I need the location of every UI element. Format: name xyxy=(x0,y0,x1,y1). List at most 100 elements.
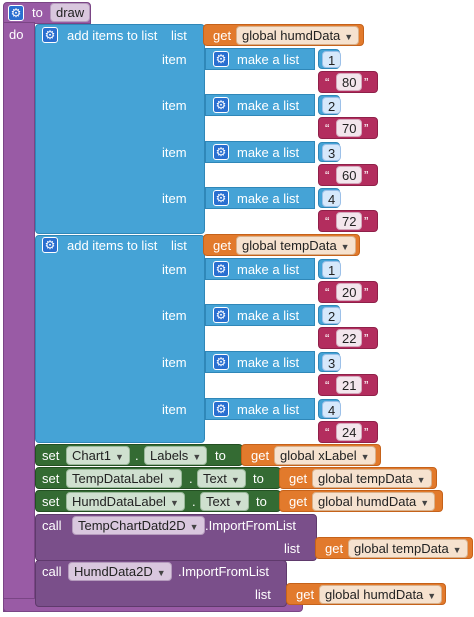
variable-dropdown[interactable]: global tempData ▼ xyxy=(312,469,432,488)
item-label: item xyxy=(162,145,187,160)
variable-name: global humdData xyxy=(325,587,424,602)
add-items-block-1[interactable] xyxy=(35,24,205,234)
gear-icon[interactable]: ⚙ xyxy=(213,97,229,113)
dropdown-caret-icon: ▼ xyxy=(452,545,462,555)
add-items-label: add items to list xyxy=(67,238,158,253)
make-list-block[interactable] xyxy=(205,141,315,163)
gear-icon[interactable]: ⚙ xyxy=(213,144,229,160)
make-list-block[interactable] xyxy=(205,398,315,420)
call-label: call xyxy=(42,564,62,579)
procedure-name-field[interactable]: draw xyxy=(50,3,91,22)
list-label: list xyxy=(284,541,300,556)
dropdown-caret-icon: ▼ xyxy=(360,452,370,462)
make-list-label: make a list xyxy=(237,308,300,323)
property-name: Text xyxy=(206,494,230,509)
quote-open: “ xyxy=(325,425,330,440)
number-block[interactable]: 4 xyxy=(318,399,342,419)
number-value[interactable]: 2 xyxy=(322,97,342,114)
text-value[interactable]: 22 xyxy=(336,329,363,347)
gear-icon[interactable]: ⚙ xyxy=(213,401,229,417)
property-name: Text xyxy=(203,471,227,486)
gear-icon[interactable]: ⚙ xyxy=(213,51,229,67)
number-block[interactable]: 2 xyxy=(318,95,342,115)
number-value[interactable]: 3 xyxy=(322,144,342,161)
gear-icon[interactable]: ⚙ xyxy=(213,190,229,206)
item-label: item xyxy=(162,52,187,67)
quote-open: “ xyxy=(325,168,330,183)
variable-name: global xLabel xyxy=(280,448,357,463)
make-list-block[interactable] xyxy=(205,351,315,373)
component-dropdown[interactable]: HumdDataLabel ▼ xyxy=(66,492,185,511)
variable-dropdown[interactable]: global humdData ▼ xyxy=(236,26,360,45)
item-label: item xyxy=(162,262,187,277)
get-label: get xyxy=(325,541,344,556)
get-label: get xyxy=(296,587,315,602)
text-value[interactable]: 21 xyxy=(336,376,363,394)
make-list-block[interactable] xyxy=(205,187,315,209)
variable-name: global tempData xyxy=(242,238,337,253)
dropdown-caret-icon: ▼ xyxy=(233,498,243,508)
make-list-block[interactable] xyxy=(205,94,315,116)
variable-dropdown[interactable]: global xLabel ▼ xyxy=(274,446,376,465)
quote-open: “ xyxy=(325,121,330,136)
variable-dropdown[interactable]: global tempData ▼ xyxy=(348,539,468,558)
number-value[interactable]: 1 xyxy=(322,51,342,68)
property-dropdown[interactable]: Text ▼ xyxy=(200,492,249,511)
variable-dropdown[interactable]: global tempData ▼ xyxy=(236,236,356,255)
make-list-block[interactable] xyxy=(205,304,315,326)
dropdown-caret-icon: ▼ xyxy=(169,498,179,508)
gear-icon[interactable]: ⚙ xyxy=(213,307,229,323)
set-label: set xyxy=(42,471,60,486)
make-list-label: make a list xyxy=(237,52,300,67)
number-value[interactable]: 2 xyxy=(322,307,342,324)
add-items-block-2[interactable] xyxy=(35,235,205,443)
get-label: get xyxy=(213,238,232,253)
gear-icon[interactable]: ⚙ xyxy=(42,237,58,253)
number-block[interactable]: 4 xyxy=(318,188,342,208)
number-block[interactable]: 3 xyxy=(318,352,342,372)
number-value[interactable]: 4 xyxy=(322,190,342,207)
make-list-block[interactable] xyxy=(205,48,315,70)
number-value[interactable]: 3 xyxy=(322,354,342,371)
dot-label: . xyxy=(135,448,139,463)
text-value[interactable]: 60 xyxy=(336,166,363,184)
component-name: TempChartDatd2D xyxy=(78,518,186,533)
number-block[interactable]: 1 xyxy=(318,49,342,69)
number-block[interactable]: 3 xyxy=(318,142,342,162)
text-value[interactable]: 20 xyxy=(336,283,363,301)
component-dropdown[interactable]: TempChartDatd2D ▼ xyxy=(72,516,205,535)
method-label: .ImportFromList xyxy=(178,564,270,579)
quote-close: ” xyxy=(364,285,369,300)
dropdown-caret-icon: ▼ xyxy=(115,452,124,462)
make-list-block[interactable] xyxy=(205,258,315,280)
property-dropdown[interactable]: Text ▼ xyxy=(197,469,246,488)
text-value[interactable]: 72 xyxy=(336,212,363,230)
component-dropdown[interactable]: Chart1 ▼ xyxy=(66,446,130,465)
dropdown-caret-icon: ▼ xyxy=(340,242,350,252)
text-value[interactable]: 80 xyxy=(336,73,363,91)
number-value[interactable]: 4 xyxy=(322,401,342,418)
component-dropdown[interactable]: HumdData2D ▼ xyxy=(68,562,172,581)
component-dropdown[interactable]: TempDataLabel ▼ xyxy=(66,469,182,488)
number-block[interactable]: 1 xyxy=(318,259,342,279)
to-label: to xyxy=(253,471,264,486)
gear-icon[interactable]: ⚙ xyxy=(42,27,58,43)
list-label: list xyxy=(171,238,187,253)
property-dropdown[interactable]: Labels ▼ xyxy=(144,446,208,465)
gear-icon[interactable]: ⚙ xyxy=(213,354,229,370)
gear-icon[interactable]: ⚙ xyxy=(8,5,24,21)
quote-close: ” xyxy=(364,168,369,183)
item-label: item xyxy=(162,402,187,417)
dropdown-caret-icon: ▼ xyxy=(230,475,240,485)
variable-dropdown[interactable]: global humdData ▼ xyxy=(312,492,436,511)
quote-close: ” xyxy=(364,378,369,393)
text-value[interactable]: 70 xyxy=(336,119,363,137)
item-label: item xyxy=(162,308,187,323)
number-block[interactable]: 2 xyxy=(318,305,342,325)
number-value[interactable]: 1 xyxy=(322,261,342,278)
gear-icon[interactable]: ⚙ xyxy=(213,261,229,277)
variable-name: global tempData xyxy=(318,471,413,486)
add-items-label: add items to list xyxy=(67,28,158,43)
variable-dropdown[interactable]: global humdData ▼ xyxy=(319,585,443,604)
text-value[interactable]: 24 xyxy=(336,423,363,441)
